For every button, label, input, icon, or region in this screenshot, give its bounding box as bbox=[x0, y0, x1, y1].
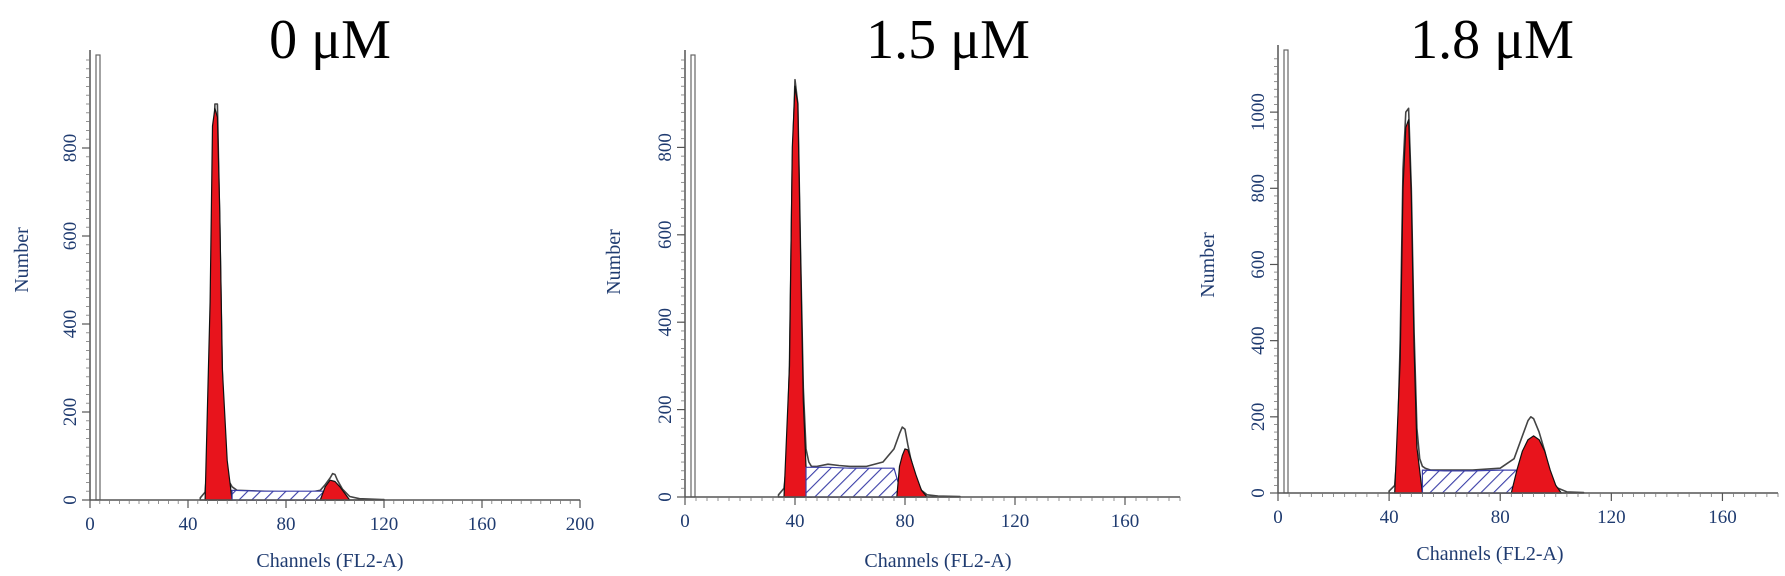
y-tick-label: 200 bbox=[1248, 403, 1269, 432]
x-tick-label: 200 bbox=[566, 514, 595, 535]
y-tick-label: 0 bbox=[1248, 488, 1269, 498]
histogram-outline bbox=[199, 103, 385, 501]
s-phase bbox=[231, 489, 326, 501]
panel-title: 0 μM bbox=[269, 9, 391, 71]
x-tick-label: 120 bbox=[1001, 511, 1030, 532]
panel-title: 1.8 μM bbox=[1410, 9, 1574, 71]
y-tick-label: 200 bbox=[655, 395, 676, 424]
x-tick-label: 120 bbox=[1597, 507, 1626, 528]
y-tick-label: 200 bbox=[60, 398, 81, 427]
histogram-outline bbox=[777, 78, 961, 498]
x-tick-label: 0 bbox=[680, 511, 690, 532]
x-tick-label: 0 bbox=[85, 514, 95, 535]
x-tick-label: 160 bbox=[1708, 507, 1737, 528]
y-tick-label: 600 bbox=[60, 222, 81, 251]
x-tick-label: 160 bbox=[1111, 511, 1140, 532]
x-tick-label: 80 bbox=[896, 511, 915, 532]
s-phase bbox=[805, 466, 903, 498]
x-axis-label: Channels (FL2-A) bbox=[864, 550, 1011, 572]
x-tick-label: 40 bbox=[786, 511, 805, 532]
y-tick-label: 400 bbox=[60, 310, 81, 339]
histogram-outline bbox=[1388, 107, 1585, 494]
y-tick-label: 800 bbox=[60, 134, 81, 163]
debris-spike bbox=[690, 54, 696, 498]
y-tick-label: 0 bbox=[655, 492, 676, 502]
plot-area: 0 40 80 120 160 0 200 400 600 800 1000 bbox=[1248, 45, 1779, 528]
x-tick-label: 40 bbox=[1380, 507, 1399, 528]
y-axis-label: Number bbox=[603, 229, 625, 295]
x-axis-label: Channels (FL2-A) bbox=[1416, 543, 1563, 565]
y-tick-label: 400 bbox=[655, 308, 676, 337]
histogram-panel-0uM: 0 μM Channels (FL2-A) Number 0 40 80 120 160… bbox=[11, 9, 594, 572]
debris-spike bbox=[1283, 49, 1289, 494]
g2m-peak bbox=[319, 479, 351, 501]
x-tick-label: 160 bbox=[468, 514, 497, 535]
y-tick-label: 800 bbox=[655, 133, 676, 162]
x-tick-label: 40 bbox=[179, 514, 198, 535]
s-phase bbox=[1421, 469, 1524, 494]
y-tick-label: 600 bbox=[655, 221, 676, 250]
x-tick-label: 0 bbox=[1273, 507, 1283, 528]
y-axis-label: Number bbox=[1197, 232, 1219, 298]
x-axis-label: Channels (FL2-A) bbox=[256, 550, 403, 572]
y-tick-label: 400 bbox=[1248, 326, 1269, 355]
histogram-panel-1-8uM: 1.8 μM Channels (FL2-A) Number 0 40 80 120 1… bbox=[1197, 9, 1779, 565]
g1-peak bbox=[204, 107, 233, 501]
x-tick-label: 80 bbox=[277, 514, 296, 535]
debris-spike bbox=[95, 54, 101, 501]
panel-title: 1.5 μM bbox=[866, 9, 1030, 71]
x-tick-label: 80 bbox=[1491, 507, 1510, 528]
y-tick-label: 1000 bbox=[1248, 93, 1269, 131]
x-tick-label: 120 bbox=[370, 514, 399, 535]
plot-area: 0 40 80 120 160 200 0 200 400 600 800 bbox=[60, 50, 594, 535]
y-axis-label: Number bbox=[11, 227, 33, 293]
g1-peak bbox=[783, 85, 813, 498]
plot-area: 0 40 80 120 160 0 200 400 600 800 bbox=[655, 50, 1181, 532]
y-tick-label: 0 bbox=[60, 495, 81, 505]
y-tick-label: 600 bbox=[1248, 250, 1269, 279]
g2m-peak bbox=[896, 448, 928, 498]
y-tick-label: 800 bbox=[1248, 174, 1269, 203]
histogram-panel-1-5uM: 1.5 μM Channels (FL2-A) Number 0 40 80 120 1… bbox=[603, 9, 1181, 572]
